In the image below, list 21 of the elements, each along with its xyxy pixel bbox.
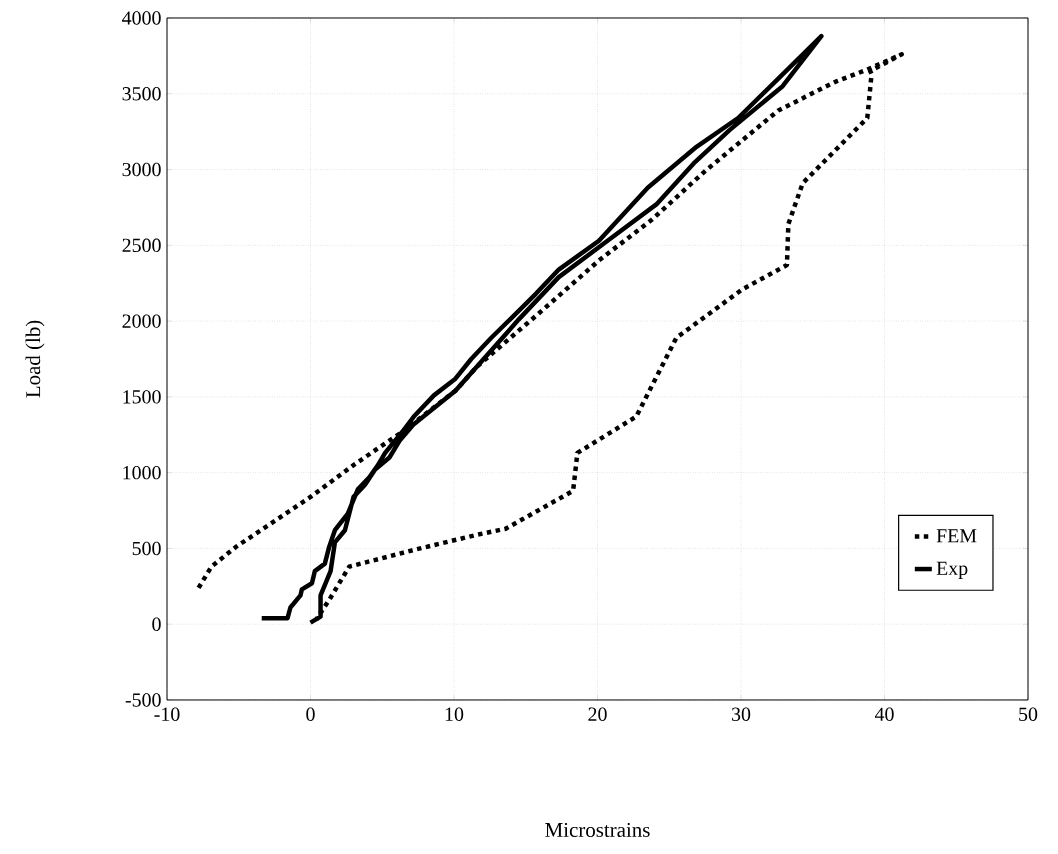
y-axis-title: Load (lb) xyxy=(25,320,45,398)
x-tick-label: 10 xyxy=(445,707,464,721)
y-tick-label: 3000 xyxy=(122,162,161,177)
x-tick-label: 20 xyxy=(588,707,607,721)
y-tick-label: -500 xyxy=(125,693,161,707)
x-tick-label: 30 xyxy=(732,707,751,721)
legend-label: Exp xyxy=(936,561,968,580)
x-tick-label: 0 xyxy=(306,707,315,721)
x-tick-label: -10 xyxy=(154,707,180,721)
legend-label: FEM xyxy=(936,529,977,543)
x-tick-label: 40 xyxy=(874,707,894,721)
y-tick-label: 1500 xyxy=(123,390,161,404)
y-tick-label: 0 xyxy=(152,617,161,631)
y-tick-label: 1000 xyxy=(123,465,161,480)
y-tick-label: 500 xyxy=(132,541,161,556)
y-tick-label: 2500 xyxy=(122,238,161,253)
x-tick-label: 50 xyxy=(1019,707,1038,721)
x-axis-title: Microstrains xyxy=(545,822,650,838)
y-tick-label: 2000 xyxy=(122,314,161,328)
y-tick-label: 4000 xyxy=(122,11,161,25)
y-tick-label: 3500 xyxy=(122,87,161,101)
